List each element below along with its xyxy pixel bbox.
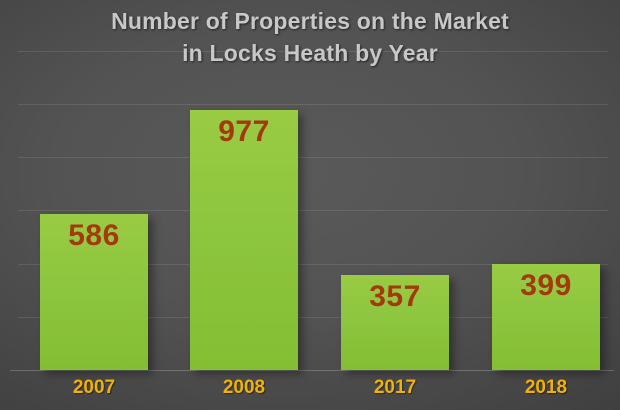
chart-title-line-2: in Locks Heath by Year: [182, 40, 438, 66]
bar-value-label: 399: [520, 269, 572, 302]
gridline-800: [18, 157, 608, 158]
category-label-2007: 2007: [72, 377, 116, 398]
gridline-1200: [18, 51, 608, 52]
chart-title-line-1: Number of Properties on the Market: [111, 8, 509, 34]
gridline-400: [18, 264, 608, 265]
bar-2017: 357: [341, 275, 449, 370]
bar-2008: 977: [190, 110, 298, 370]
chart-title: Number of Properties on the Market in Lo…: [0, 5, 620, 69]
bar-value-label: 977: [218, 115, 270, 148]
bar-value-label: 586: [68, 219, 120, 252]
x-axis-baseline: [10, 370, 614, 371]
gridline-200: [18, 317, 608, 318]
bar-2007: 586: [40, 214, 148, 370]
category-label-2008: 2008: [222, 377, 266, 398]
category-label-2017: 2017: [373, 377, 417, 398]
bar-2018: 399: [492, 264, 600, 370]
bar-value-label: 357: [369, 280, 421, 313]
category-label-2018: 2018: [524, 377, 568, 398]
gridline-600: [18, 210, 608, 211]
gridline-1000: [18, 104, 608, 105]
